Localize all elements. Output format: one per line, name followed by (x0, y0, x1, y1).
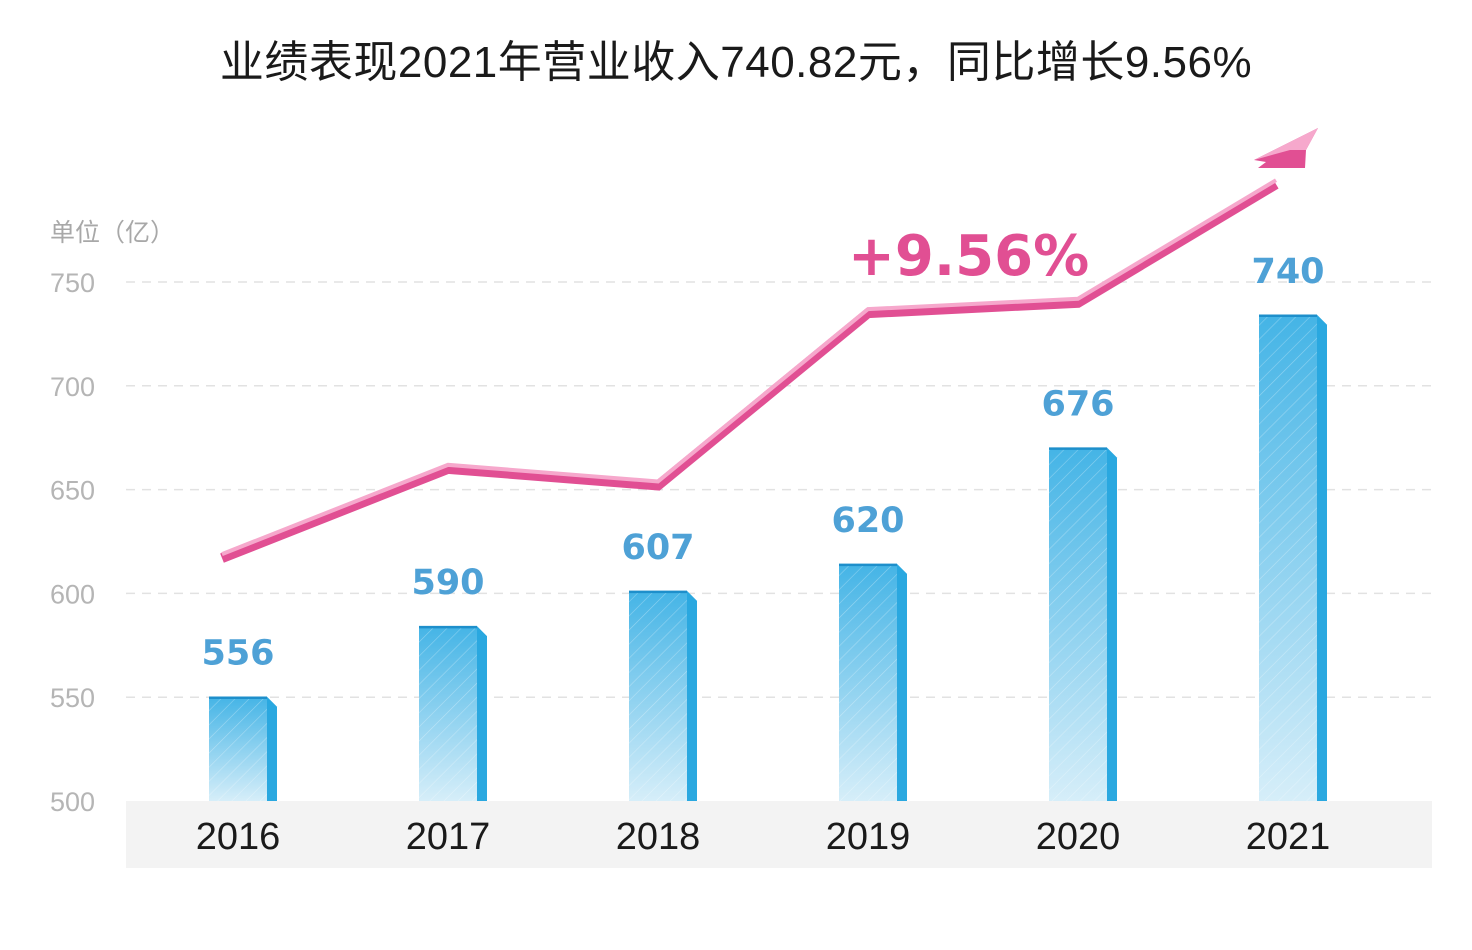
trend-line (220, 128, 1318, 563)
bar-side (1317, 314, 1327, 801)
bar-side (1107, 447, 1117, 801)
unit-label: 单位（亿） (50, 218, 175, 247)
y-tick-label: 700 (50, 372, 95, 402)
value-label: 607 (621, 528, 694, 568)
bar-texture (1049, 447, 1107, 801)
y-tick-label: 750 (50, 268, 95, 298)
trend-line-shadow (220, 179, 1279, 563)
y-tick-label: 600 (50, 579, 95, 609)
x-tick-label: 2020 (1036, 816, 1121, 858)
y-tick-label: 550 (50, 683, 95, 713)
gridlines (126, 281, 1432, 698)
x-tick-label: 2018 (616, 816, 701, 858)
bar-2021 (1259, 314, 1327, 801)
y-tick-label: 500 (50, 787, 95, 817)
bar-2019 (839, 563, 907, 801)
bar-side (477, 626, 487, 801)
x-axis: 2016 2017 2018 2019 2020 2021 (196, 816, 1331, 858)
bar-texture (419, 626, 477, 801)
x-tick-label: 2017 (406, 816, 491, 858)
growth-annotation: +9.56% (848, 224, 1089, 289)
bar-side (267, 696, 277, 801)
x-tick-label: 2021 (1246, 816, 1331, 858)
bar-side (897, 563, 907, 801)
value-label: 740 (1251, 252, 1324, 292)
bar-2018 (629, 590, 697, 801)
bar-texture (209, 696, 267, 801)
bar-texture (629, 590, 687, 801)
value-label: 620 (831, 501, 904, 541)
x-tick-label: 2019 (826, 816, 911, 858)
category-band (126, 801, 1432, 868)
bar-2017 (419, 625, 487, 801)
bar-side (687, 590, 697, 801)
value-label: 556 (201, 634, 274, 674)
value-label: 676 (1041, 385, 1114, 425)
x-tick-label: 2016 (196, 816, 281, 858)
bar-2020 (1049, 447, 1117, 801)
bar-texture (839, 563, 897, 801)
chart-title: 业绩表现2021年营业收入740.82元，同比增长9.56% (219, 38, 1253, 87)
trend-line-highlight (221, 178, 1278, 556)
trend-arrow-highlight (1254, 128, 1318, 160)
bar-2016 (209, 696, 277, 801)
value-labels: 556 590 607 620 676 740 (201, 252, 1324, 674)
y-axis: 500 550 600 650 700 750 (50, 268, 95, 817)
y-tick-label: 650 (50, 476, 95, 506)
value-label: 590 (411, 563, 484, 603)
bars (209, 314, 1327, 801)
bar-texture (1259, 314, 1317, 801)
